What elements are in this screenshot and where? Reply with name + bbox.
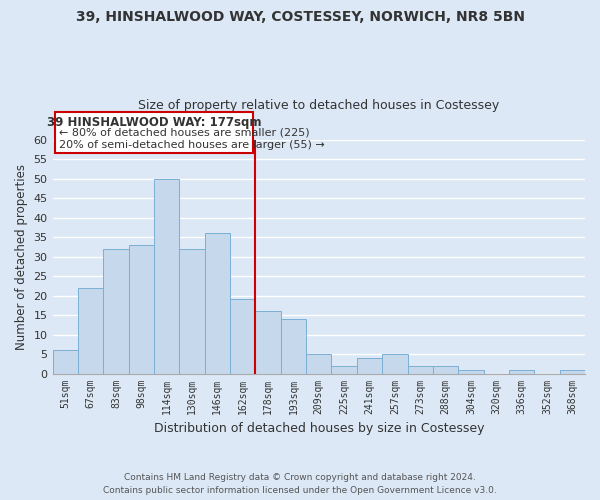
Text: 39, HINSHALWOOD WAY, COSTESSEY, NORWICH, NR8 5BN: 39, HINSHALWOOD WAY, COSTESSEY, NORWICH,… bbox=[76, 10, 524, 24]
Bar bbox=[407, 366, 433, 374]
Bar bbox=[53, 350, 78, 374]
Bar bbox=[306, 354, 331, 374]
Bar bbox=[560, 370, 585, 374]
Bar bbox=[230, 300, 256, 374]
Bar bbox=[281, 319, 306, 374]
Bar bbox=[205, 233, 230, 374]
Bar bbox=[433, 366, 458, 374]
Bar bbox=[509, 370, 534, 374]
Bar bbox=[458, 370, 484, 374]
Bar bbox=[179, 249, 205, 374]
Bar bbox=[154, 178, 179, 374]
FancyBboxPatch shape bbox=[55, 112, 253, 153]
Bar bbox=[382, 354, 407, 374]
X-axis label: Distribution of detached houses by size in Costessey: Distribution of detached houses by size … bbox=[154, 422, 484, 435]
Y-axis label: Number of detached properties: Number of detached properties bbox=[15, 164, 28, 350]
Bar bbox=[256, 311, 281, 374]
Text: 39 HINSHALWOOD WAY: 177sqm: 39 HINSHALWOOD WAY: 177sqm bbox=[47, 116, 261, 129]
Title: Size of property relative to detached houses in Costessey: Size of property relative to detached ho… bbox=[138, 99, 499, 112]
Bar bbox=[331, 366, 357, 374]
Bar bbox=[128, 245, 154, 374]
Text: ← 80% of detached houses are smaller (225): ← 80% of detached houses are smaller (22… bbox=[59, 128, 310, 138]
Bar bbox=[78, 288, 103, 374]
Text: Contains HM Land Registry data © Crown copyright and database right 2024.
Contai: Contains HM Land Registry data © Crown c… bbox=[103, 474, 497, 495]
Bar bbox=[357, 358, 382, 374]
Bar bbox=[103, 249, 128, 374]
Text: 20% of semi-detached houses are larger (55) →: 20% of semi-detached houses are larger (… bbox=[59, 140, 325, 149]
